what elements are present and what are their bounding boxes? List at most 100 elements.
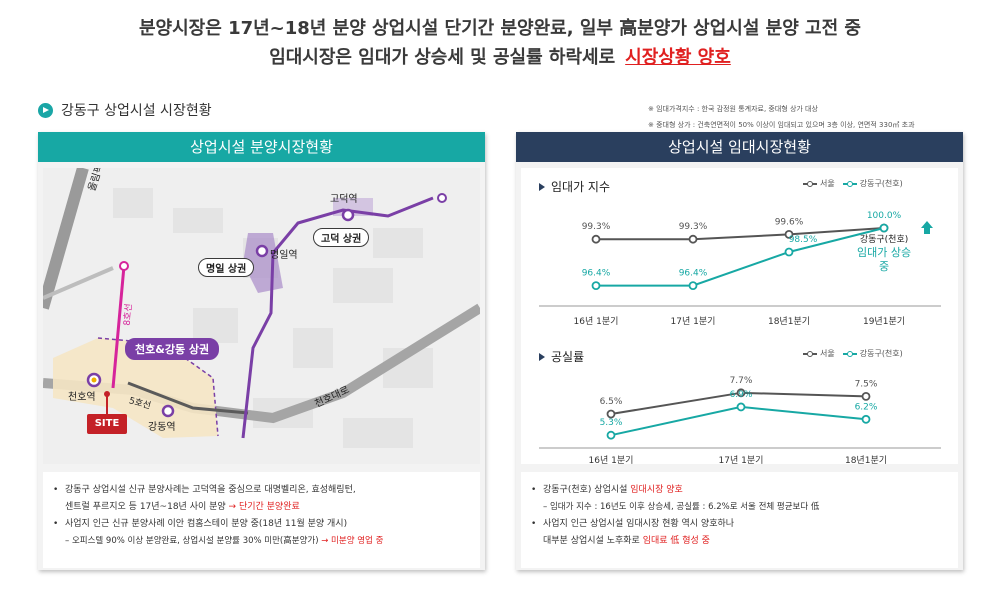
vacancy-point-1: [861, 414, 871, 424]
sales-bullet-2-sub-text: – 오피스텔 90% 이상 분양완료, 상업시설 분양률 30% 미만(高분양가…: [65, 536, 319, 546]
vacancy-point-0: [736, 388, 746, 398]
vacancy-category-label: 16년 1분기: [589, 455, 634, 466]
zone-myeongil-label: 명일 상권: [198, 258, 255, 277]
charts: 임대가 지수 서울 강동구(천호) 16년 1분기 17년 1분기 18년1분기 19…: [521, 168, 958, 466]
legend-seoul-text: 서울: [820, 179, 835, 188]
sales-bullet-2-sub-highlight: → 미분양 영업 중: [321, 536, 384, 546]
sales-bullet-1-highlight: → 단기간 분양완료: [228, 502, 300, 512]
sales-bullet-1-line2: 센트럴 푸르지오 등 17년~18년 사이 분양 → 단기간 분양완료: [65, 499, 472, 516]
headline-line2: 임대시장은 임대가 상승세 및 공실률 하락세로 시장상황 양호: [0, 43, 1000, 72]
sales-bullet-2-line1: 사업지 인근 신규 분양사례 이안 컴홈스테이 분양 중(18년 11월 분양 …: [65, 519, 348, 529]
rent-data-label: 96.4%: [679, 269, 708, 279]
sales-market-panel: 상업시설 분양시장현황: [38, 132, 485, 570]
rent-point-1: [784, 247, 794, 257]
lease-bullet-1-sub: – 임대가 지수 : 16년도 이후 상승세, 공실률 : 6.2%로 서울 전…: [543, 502, 820, 512]
vacancy-point-0: [606, 409, 616, 419]
rent-data-label: 99.6%: [775, 217, 804, 227]
sales-summary: 강동구 상업시설 신규 분양사례는 고덕역을 중심으로 대명벨리온, 효성해링턴…: [43, 472, 480, 568]
rent-series-line-1: [596, 227, 885, 287]
rent-data-label: 100.0%: [867, 211, 902, 221]
station-myeongil: 명일역: [270, 250, 298, 261]
triangle-bullet-icon: [539, 182, 545, 191]
rent-point-1: [879, 223, 889, 233]
chart1-title-text: 임대가 지수: [551, 180, 611, 194]
rent-point-1: [688, 281, 698, 290]
legend2-seoul: 서울: [803, 348, 835, 359]
chart1-title: 임대가 지수: [539, 178, 610, 195]
rent-category-label: 16년 1분기: [574, 316, 619, 327]
lease-bullet-2-line2: 대부분 상업시설 노후화로 임대료 低 형성 중: [531, 533, 950, 550]
vacancy-data-label: 6.2%: [855, 402, 878, 412]
lease-bullet-2: 사업지 인근 상업시설 임대시장 현황 역시 양호하나: [531, 516, 950, 533]
lease-bullet-1: 강동구(천호) 상업시설 임대시장 양호: [531, 482, 950, 499]
lease-panel-title: 상업시설 임대시장현황: [516, 132, 963, 162]
vacancy-category-label: 18년1분기: [845, 455, 887, 466]
line-8-label: 8호선: [122, 303, 135, 327]
play-bullet-icon: [38, 102, 53, 118]
legend-seoul: 서울: [803, 178, 835, 189]
rent-category-label: 18년1분기: [768, 316, 810, 327]
legend2-gangdong: 강동구(천호): [842, 348, 903, 359]
rent-point-0: [688, 234, 698, 244]
vacancy-series-line-1: [610, 405, 867, 437]
site-marker: SITE: [87, 414, 127, 434]
chart2-legend: 서울 강동구(천호): [803, 348, 903, 359]
vacancy-data-label: 6.9%: [730, 390, 753, 400]
chart2-title: 공실률: [539, 348, 584, 365]
chart1-legend: 서울 강동구(천호): [803, 178, 903, 189]
gangdong-callout: 강동구(천호) 임대가 상승 중: [857, 234, 911, 274]
vacancy-data-label: 7.5%: [855, 379, 878, 389]
rent-data-label: 99.3%: [679, 222, 708, 232]
map-container: 올림픽대로 천호대로 5호선 8호선 고덕역 명일역 천호역 강동역 고덕 상권…: [43, 168, 480, 464]
lease-summary: 강동구(천호) 상업시설 임대시장 양호 – 임대가 지수 : 16년도 이후 …: [521, 472, 958, 568]
rent-point-0: [591, 234, 601, 244]
zone-godeok-label: 고덕 상권: [313, 228, 370, 247]
area-map: 올림픽대로 천호대로 5호선 8호선 고덕역 명일역 천호역 강동역 고덕 상권…: [43, 168, 480, 464]
vacancy-rate-chart: 16년 1분기 17년 1분기 18년1분기 6.5% 7.7% 7.5% 5.3% 6.9%…: [539, 376, 941, 466]
note-2: ※ 중대형 상가 : 건축연면적이 50% 이상이 임대되고 있으며 3층 이상…: [648, 121, 915, 129]
chart-container: 임대가 지수 서울 강동구(천호) 16년 1분기 17년 1분기 18년1분기 19…: [521, 168, 958, 466]
rent-data-label: 96.4%: [582, 269, 611, 279]
sales-bullet-1-text2: 센트럴 푸르지오 등 17년~18년 사이 분양: [65, 502, 226, 512]
rent-data-label: 99.3%: [582, 222, 611, 232]
rent-data-label: 98.5%: [789, 235, 818, 245]
sales-bullet-1-line1: 강동구 상업시설 신규 분양사례는 고덕역을 중심으로 대명벨리온, 효성해링턴…: [65, 485, 356, 495]
lease-bullet-2-text2: 대부분 상업시설 노후화로: [543, 536, 640, 546]
legend-gangdong: 강동구(천호): [842, 178, 903, 189]
rent-category-label: 17년 1분기: [671, 316, 716, 327]
lease-bullet-1-highlight: 임대시장 양호: [630, 485, 683, 495]
lease-bullet-2-highlight: 임대료 低 형성 중: [642, 536, 710, 546]
headline: 분양시장은 17년~18년 분양 상업시설 단기간 분양완료, 일부 高분양가 …: [0, 14, 1000, 72]
sales-bullet-1: 강동구 상업시설 신규 분양사례는 고덕역을 중심으로 대명벨리온, 효성해링턴…: [53, 482, 472, 516]
sales-panel-title: 상업시설 분양시장현황: [38, 132, 485, 162]
vacancy-point-1: [606, 430, 616, 440]
notes: ※ 임대가격지수 : 한국 감정원 통계자료, 중대형 상가 대상 ※ 중대형 …: [648, 101, 915, 133]
vacancy-data-label: 5.3%: [600, 418, 623, 428]
chart2-title-text: 공실률: [551, 350, 585, 364]
up-arrow-icon: [921, 221, 933, 234]
lease-market-panel: 상업시설 임대시장현황 임대가 지수 서울 강동구(천호) 16년 1분기 17년…: [516, 132, 963, 570]
sales-bullet-2: 사업지 인근 신규 분양사례 이안 컴홈스테이 분양 중(18년 11월 분양 …: [53, 516, 472, 533]
vacancy-data-label: 7.7%: [730, 376, 753, 386]
rent-index-chart: 16년 1분기 17년 1분기 18년1분기 19년1분기 99.3% 99.3% 99.6…: [539, 211, 941, 327]
headline-line2-prefix: 임대시장은 임대가 상승세 및 공실률 하락세로: [269, 47, 616, 68]
triangle-bullet-icon-2: [539, 352, 545, 361]
rent-category-label: 19년1분기: [863, 316, 905, 327]
lease-bullet-1-text: 강동구(천호) 상업시설: [543, 485, 628, 495]
legend2-gangdong-text: 강동구(천호): [859, 349, 903, 358]
legend-gangdong-text: 강동구(천호): [859, 179, 903, 188]
vacancy-category-label: 17년 1분기: [719, 455, 764, 466]
callout-line1: 강동구(천호): [859, 235, 909, 245]
station-gangdong: 강동역: [148, 422, 176, 433]
vacancy-data-label: 6.5%: [600, 397, 623, 407]
station-godeok: 고덕역: [330, 194, 358, 205]
headline-highlight: 시장상황 양호: [625, 47, 731, 68]
rent-point-0: [784, 230, 794, 239]
vacancy-point-0: [861, 391, 871, 401]
lease-bullet-2-text: 사업지 인근 상업시설 임대시장 현황 역시 양호하나: [543, 519, 735, 529]
legend2-seoul-text: 서울: [820, 349, 835, 358]
section-title: 강동구 상업시설 시장현황: [38, 100, 212, 120]
zone-cheonho-label: 천호&강동 상권: [125, 338, 220, 360]
note-1: ※ 임대가격지수 : 한국 감정원 통계자료, 중대형 상가 대상: [648, 105, 818, 113]
headline-line1: 분양시장은 17년~18년 분양 상업시설 단기간 분양완료, 일부 高분양가 …: [139, 18, 861, 39]
